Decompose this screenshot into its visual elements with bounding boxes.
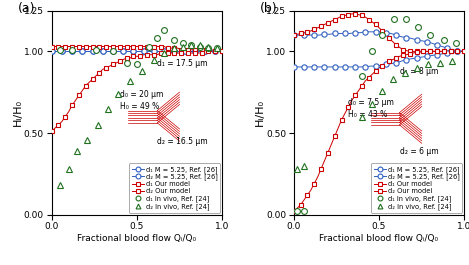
Y-axis label: Hᵢ/H₀: Hᵢ/H₀: [13, 99, 23, 126]
Text: d₂ = 16.5 μm: d₂ = 16.5 μm: [157, 137, 208, 146]
Text: d₂ = 6 μm: d₂ = 6 μm: [400, 147, 438, 156]
Legend: d₁ M = 5.25, Ref. [26], d₂ M = 5.25, Ref. [26], d₁ Our model, d₂ Our model, d₁ I: d₁ M = 5.25, Ref. [26], d₂ M = 5.25, Ref…: [129, 163, 220, 213]
Text: d₁ = 17.5 μm: d₁ = 17.5 μm: [157, 59, 208, 68]
Text: (b): (b): [260, 2, 277, 15]
Y-axis label: Hᵢ/H₀: Hᵢ/H₀: [255, 99, 265, 126]
X-axis label: Fractional blood flow Qᵢ/Q₀: Fractional blood flow Qᵢ/Q₀: [319, 234, 439, 243]
X-axis label: Fractional blood flow Qᵢ/Q₀: Fractional blood flow Qᵢ/Q₀: [77, 234, 197, 243]
Text: (a): (a): [17, 2, 35, 15]
Text: d₀ = 7.5 μm
H₀ = 43 %: d₀ = 7.5 μm H₀ = 43 %: [348, 98, 394, 119]
Text: d₁ = 8 μm: d₁ = 8 μm: [400, 67, 438, 76]
Text: d₀ = 20 μm
H₀ = 49 %: d₀ = 20 μm H₀ = 49 %: [120, 90, 163, 111]
Legend: d₁ M = 5.25, Ref. [26], d₂ M = 5.25, Ref. [26], d₁ Our model, d₂ Our model, d₁ I: d₁ M = 5.25, Ref. [26], d₂ M = 5.25, Ref…: [371, 163, 462, 213]
